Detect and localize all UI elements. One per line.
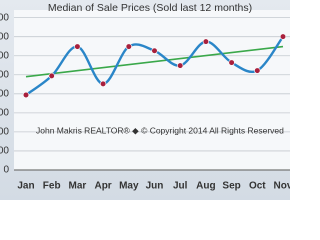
point <box>151 47 158 54</box>
x-tick-label: Feb <box>43 181 61 192</box>
point <box>177 62 184 69</box>
point <box>125 43 132 50</box>
x-tick-label: Oct <box>249 181 266 192</box>
y-tick-label: 350000 <box>0 31 9 42</box>
point <box>74 43 81 50</box>
x-tick-label: Aug <box>196 181 215 192</box>
point <box>22 91 30 99</box>
point <box>279 33 287 40</box>
point <box>228 59 235 66</box>
plot-area <box>14 10 290 170</box>
annotation: John Makris REALTOR® ◆ © Copyright 2014 … <box>36 125 284 135</box>
y-tick-label: 300000 <box>0 50 9 61</box>
x-tick-label: Nov <box>274 181 290 192</box>
marks <box>22 33 287 99</box>
x-tick-label: May <box>119 181 139 192</box>
y-tick-label: 0 <box>3 165 9 176</box>
chart: Median of Sale Prices (Sold last 12 mont… <box>0 0 290 200</box>
y-tick-label: 100000 <box>0 127 9 138</box>
x-tick-label: Mar <box>69 181 87 192</box>
y-tick-label: 150000 <box>0 107 9 118</box>
x-tick-label: Apr <box>94 181 111 192</box>
trend-line <box>25 45 284 78</box>
y-tick-label: 200000 <box>0 88 9 99</box>
y-tick-label: 50000 <box>0 146 9 157</box>
y-tick-label: 250000 <box>0 69 9 80</box>
point <box>99 80 107 88</box>
x-tick-label: Jul <box>173 181 188 192</box>
point <box>254 67 261 74</box>
point <box>202 38 209 45</box>
point <box>48 72 55 80</box>
y-tick-label: 400000 <box>0 12 9 23</box>
x-tick-label: Sep <box>222 181 240 192</box>
x-tick-label: Jun <box>146 181 164 192</box>
chart-title: Median of Sale Prices (Sold last 12 mont… <box>48 2 252 14</box>
x-tick-label: Jan <box>17 181 34 192</box>
grid: 0 50000 100000 150000 200000 250000 300000 3500… <box>0 12 290 192</box>
